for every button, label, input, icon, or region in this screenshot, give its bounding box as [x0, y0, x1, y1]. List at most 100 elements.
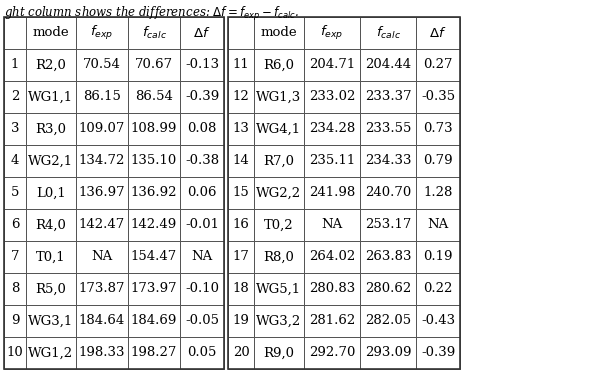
Bar [4, 337, 26, 369]
Bar [228, 273, 254, 305]
Text: 14: 14 [233, 155, 250, 168]
Text: WG1,1: WG1,1 [28, 91, 73, 103]
Text: 18: 18 [233, 282, 250, 296]
Bar [26, 49, 76, 81]
Bar [76, 273, 128, 305]
Text: R7,0: R7,0 [264, 155, 295, 168]
Bar [254, 17, 304, 49]
Text: WG3,2: WG3,2 [256, 315, 302, 327]
Text: $f_{calc}$: $f_{calc}$ [142, 25, 167, 41]
Text: WG1,2: WG1,2 [28, 346, 73, 360]
Bar [416, 273, 460, 305]
Bar [128, 177, 180, 209]
Bar [180, 273, 224, 305]
Bar [228, 113, 254, 145]
Bar [180, 17, 224, 49]
Bar [76, 17, 128, 49]
Bar [304, 49, 360, 81]
Text: 204.44: 204.44 [365, 58, 411, 72]
Text: 142.47: 142.47 [79, 219, 125, 232]
Text: 282.05: 282.05 [365, 315, 411, 327]
Bar [128, 209, 180, 241]
Text: 184.64: 184.64 [79, 315, 125, 327]
Bar [304, 337, 360, 369]
Bar [416, 177, 460, 209]
Text: 70.54: 70.54 [83, 58, 121, 72]
Text: mode: mode [33, 27, 69, 39]
Text: 204.71: 204.71 [309, 58, 355, 72]
Bar [180, 177, 224, 209]
Text: 0.06: 0.06 [187, 186, 217, 199]
Bar [228, 81, 254, 113]
Bar [4, 241, 26, 273]
Bar [128, 337, 180, 369]
Text: 86.54: 86.54 [135, 91, 173, 103]
Text: R5,0: R5,0 [36, 282, 67, 296]
Text: 198.27: 198.27 [131, 346, 177, 360]
Bar [4, 81, 26, 113]
Bar [4, 145, 26, 177]
Text: ght column shows the differences: $\Delta f = f_{exp} - f_{calc}$.: ght column shows the differences: $\Delt… [4, 5, 299, 23]
Bar [228, 209, 254, 241]
Text: 0.79: 0.79 [423, 155, 453, 168]
Text: 184.69: 184.69 [131, 315, 177, 327]
Text: 154.47: 154.47 [131, 251, 177, 263]
Text: WG5,1: WG5,1 [256, 282, 302, 296]
Text: 173.87: 173.87 [79, 282, 125, 296]
Bar [228, 337, 254, 369]
Bar [304, 177, 360, 209]
Text: 263.83: 263.83 [365, 251, 411, 263]
Bar [76, 241, 128, 273]
Bar [128, 113, 180, 145]
Text: 19: 19 [233, 315, 250, 327]
Text: 8: 8 [11, 282, 19, 296]
Text: 233.55: 233.55 [365, 122, 411, 136]
Bar [76, 305, 128, 337]
Text: -0.35: -0.35 [421, 91, 455, 103]
Bar [26, 145, 76, 177]
Bar [416, 49, 460, 81]
Text: 142.49: 142.49 [131, 219, 177, 232]
Text: 264.02: 264.02 [309, 251, 355, 263]
Text: 70.67: 70.67 [135, 58, 173, 72]
Text: $f_{calc}$: $f_{calc}$ [376, 25, 401, 41]
Bar [26, 241, 76, 273]
Bar [228, 241, 254, 273]
Bar [180, 81, 224, 113]
Text: 6: 6 [11, 219, 19, 232]
Text: 198.33: 198.33 [79, 346, 125, 360]
Bar [304, 209, 360, 241]
Text: NA: NA [191, 251, 213, 263]
Bar [228, 305, 254, 337]
Text: 280.62: 280.62 [365, 282, 411, 296]
Text: 0.08: 0.08 [187, 122, 217, 136]
Bar [180, 113, 224, 145]
Text: $f_{exp}$: $f_{exp}$ [90, 24, 114, 42]
Bar [76, 145, 128, 177]
Bar [4, 305, 26, 337]
Bar [360, 337, 416, 369]
Text: -0.39: -0.39 [421, 346, 455, 360]
Text: R6,0: R6,0 [264, 58, 295, 72]
Bar [228, 145, 254, 177]
Bar [254, 177, 304, 209]
Text: R2,0: R2,0 [36, 58, 67, 72]
Bar [416, 145, 460, 177]
Text: 86.15: 86.15 [83, 91, 121, 103]
Text: 1.28: 1.28 [424, 186, 453, 199]
Text: -0.13: -0.13 [185, 58, 219, 72]
Bar [360, 177, 416, 209]
Bar [416, 113, 460, 145]
Text: 233.37: 233.37 [365, 91, 411, 103]
Bar [360, 241, 416, 273]
Text: $\Delta f$: $\Delta f$ [193, 26, 211, 40]
Text: 109.07: 109.07 [79, 122, 125, 136]
Bar [304, 145, 360, 177]
Text: 16: 16 [233, 219, 250, 232]
Bar [228, 17, 460, 369]
Text: WG3,1: WG3,1 [28, 315, 73, 327]
Bar [360, 81, 416, 113]
Bar [416, 305, 460, 337]
Bar [304, 81, 360, 113]
Bar [416, 209, 460, 241]
